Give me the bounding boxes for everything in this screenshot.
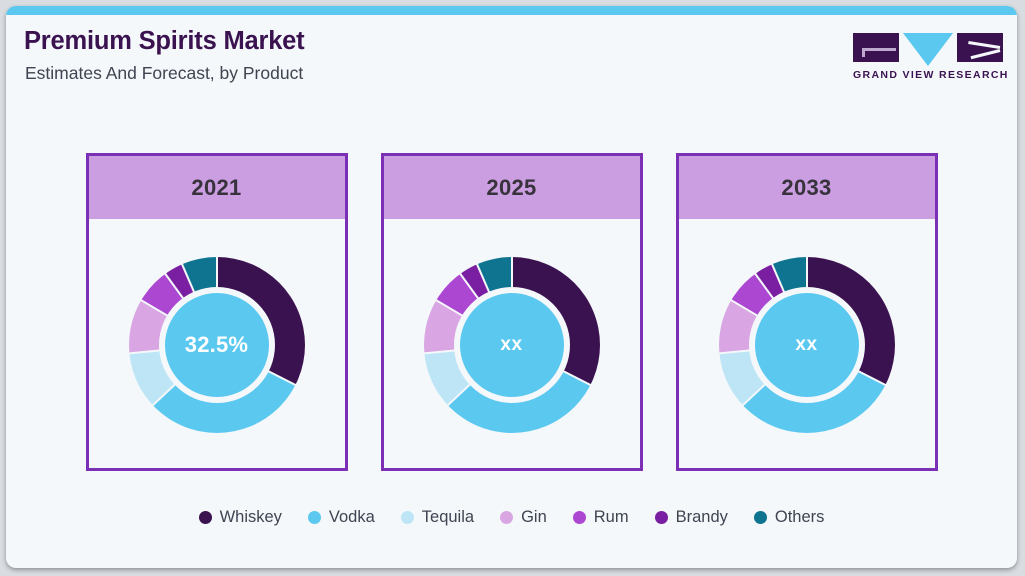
legend-color-dot-icon (400, 511, 414, 524)
panel-header: 2021 (88, 156, 345, 219)
logo-wordmark: GRAND VIEW RESEARCH (853, 69, 1009, 81)
legend-label: Others (774, 508, 825, 526)
legend-label: Tequila (421, 508, 475, 526)
panel-body: xx (384, 219, 640, 468)
donut-center-circle: xx (459, 292, 564, 397)
legend-item[interactable]: Brandy (654, 508, 728, 527)
donut-chart: xx (718, 256, 895, 433)
legend-item[interactable]: Vodka (307, 508, 375, 527)
chart-legend: Whiskey Vodka Tequila Gin Rum Brandy Others (6, 508, 1017, 527)
panel-header: 2025 (383, 156, 640, 219)
legend-label: Brandy (675, 508, 728, 526)
legend-item[interactable]: Whiskey (198, 508, 282, 527)
legend-color-dot-icon (753, 511, 767, 524)
panel-year-label: 2025 (486, 174, 537, 200)
legend-color-dot-icon (198, 511, 212, 524)
donut-center-circle: 32.5% (164, 292, 269, 397)
legend-item[interactable]: Rum (572, 508, 629, 527)
legend-color-dot-icon (307, 511, 321, 524)
legend-item[interactable]: Gin (500, 508, 547, 527)
legend-label: Gin (521, 508, 547, 526)
chart-panels: 2021 32.5% 2025 xx 2033 xx (6, 153, 1017, 471)
page-subtitle: Estimates And Forecast, by Product (25, 63, 304, 83)
chart-panel: 2021 32.5% (85, 153, 348, 471)
donut-center-label: 32.5% (184, 331, 249, 357)
top-accent-bar (6, 6, 1017, 15)
legend-label: Whiskey (219, 508, 282, 526)
panel-year-label: 2033 (781, 174, 832, 200)
chart-panel: 2025 xx (380, 153, 643, 471)
legend-item[interactable]: Others (753, 508, 825, 527)
panel-body: 32.5% (89, 219, 345, 468)
legend-label: Vodka (328, 508, 375, 526)
panel-body: xx (679, 219, 935, 468)
legend-color-dot-icon (654, 511, 668, 524)
brand-logo: GRAND VIEW RESEARCH (853, 33, 1009, 81)
legend-item[interactable]: Tequila (400, 508, 475, 527)
chart-panel: 2033 xx (675, 153, 938, 471)
infographic-card: Premium Spirits Market Estimates And For… (6, 6, 1017, 568)
panel-year-label: 2021 (191, 174, 242, 200)
legend-color-dot-icon (500, 511, 514, 524)
panel-header: 2033 (678, 156, 935, 219)
logo-r-shape-icon (957, 33, 1003, 62)
legend-color-dot-icon (572, 511, 586, 524)
donut-chart: 32.5% (128, 256, 305, 433)
logo-v-triangle-icon (903, 33, 953, 66)
donut-center-circle: xx (754, 292, 859, 397)
logo-g-shape-icon (853, 33, 899, 62)
donut-chart: xx (423, 256, 600, 433)
donut-center-label: xx (500, 333, 523, 355)
header: Premium Spirits Market Estimates And For… (6, 15, 1017, 101)
donut-center-label: xx (795, 333, 818, 355)
legend-label: Rum (593, 508, 629, 526)
logo-mark-icon (853, 33, 1003, 66)
page-title: Premium Spirits Market (24, 27, 305, 55)
